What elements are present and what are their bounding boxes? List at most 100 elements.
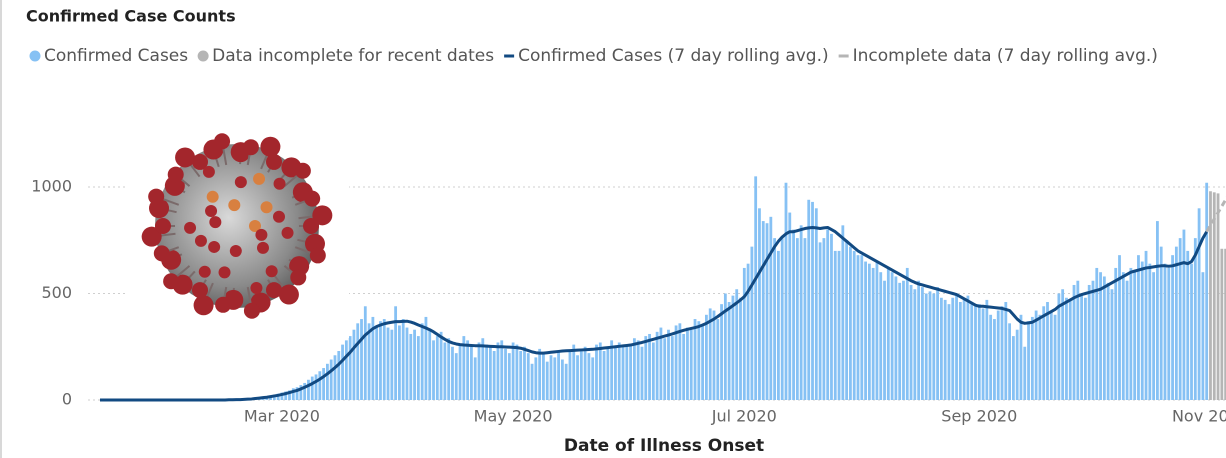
bar (527, 353, 530, 400)
bar (1065, 298, 1068, 400)
bar (588, 353, 591, 400)
bar (375, 325, 378, 400)
virus-spike (279, 285, 299, 305)
bar (466, 340, 469, 400)
bar (743, 268, 746, 400)
virus-spike (255, 229, 267, 241)
x-tick-label: Jul 2020 (711, 407, 777, 426)
bar (318, 371, 321, 400)
bar (315, 374, 318, 400)
bar (500, 340, 503, 400)
bar (565, 364, 568, 400)
bar (656, 332, 659, 400)
bar (959, 302, 962, 400)
bar (838, 251, 841, 400)
bar (648, 334, 651, 400)
bar (633, 338, 636, 400)
virus-spike (260, 137, 280, 157)
bar (542, 353, 545, 400)
bar (345, 340, 348, 400)
bar (1122, 272, 1125, 400)
bar (561, 360, 564, 400)
bar (910, 285, 913, 400)
bar (1190, 264, 1193, 400)
bar (895, 276, 898, 400)
bar (697, 321, 700, 400)
virus-spike (195, 235, 207, 247)
bar (1073, 285, 1076, 400)
virus-image (126, 116, 349, 338)
bar (307, 380, 310, 400)
bar (1205, 183, 1208, 400)
bar (641, 347, 644, 400)
bar (557, 351, 560, 400)
bar (1042, 306, 1045, 400)
bar (1156, 221, 1159, 400)
bar (834, 251, 837, 400)
bar (989, 315, 992, 400)
bar (876, 262, 879, 400)
bar (860, 255, 863, 400)
bar (569, 351, 572, 400)
virus-spike (148, 189, 164, 205)
bar (481, 338, 484, 400)
chart-title: Confirmed Case Counts (26, 7, 236, 26)
bar (478, 342, 481, 400)
virus-spike (230, 245, 242, 257)
bar (1054, 315, 1057, 400)
bar (459, 345, 462, 400)
bar (1167, 268, 1170, 400)
bar (531, 364, 534, 400)
bar (936, 287, 939, 400)
x-tick-label: Nov 2020 (1172, 407, 1226, 426)
bar (766, 223, 769, 400)
bar (591, 357, 594, 400)
virus-spike (253, 173, 265, 185)
bar (584, 347, 587, 400)
bar (353, 330, 356, 400)
bar (311, 377, 314, 400)
virus-spike (219, 266, 231, 278)
virus-spike (175, 147, 195, 167)
bar (1027, 321, 1030, 400)
bar (455, 353, 458, 400)
bar (716, 319, 719, 400)
virus-spike (257, 242, 269, 254)
bar (678, 323, 681, 400)
bar (1129, 268, 1132, 400)
bar (929, 291, 932, 400)
bar (516, 345, 519, 400)
bar (898, 283, 901, 400)
bar (368, 323, 371, 400)
bar (625, 347, 628, 400)
bar (443, 342, 446, 400)
bar (447, 338, 450, 400)
bar (428, 330, 431, 400)
bar (667, 330, 670, 400)
legend-label: Data incomplete for recent dates (212, 46, 494, 66)
bar (822, 238, 825, 400)
bar (614, 347, 617, 400)
bar (550, 355, 553, 400)
bar (379, 321, 382, 400)
bar (735, 289, 738, 400)
bar (470, 347, 473, 400)
virus-spike (194, 295, 214, 315)
virus-spike (184, 222, 196, 234)
bar (773, 238, 776, 400)
bar (1183, 230, 1186, 400)
bar (750, 247, 753, 400)
virus-spike (205, 205, 217, 217)
legend-item: Incomplete data (7 day rolling avg.) (839, 46, 1158, 66)
bar (902, 281, 905, 400)
bar (671, 336, 674, 400)
bar (830, 234, 833, 400)
bar (1020, 315, 1023, 400)
virus-spike (274, 178, 286, 190)
bar (523, 347, 526, 400)
bar (1114, 268, 1117, 400)
bar (1171, 255, 1174, 400)
bar (622, 345, 625, 400)
virus-spike (261, 201, 273, 213)
legend-label: Confirmed Cases (7 day rolling avg.) (518, 46, 829, 66)
